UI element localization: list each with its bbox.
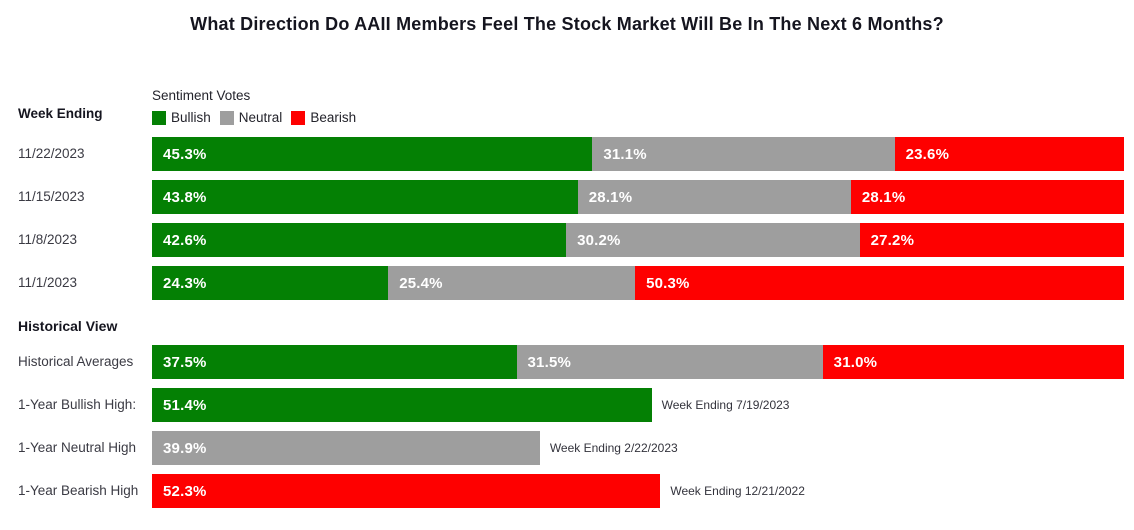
segment-value: 42.6% xyxy=(163,231,207,249)
segment-value: 37.5% xyxy=(163,353,207,371)
bullish-high-bar: 51.4% xyxy=(152,388,652,422)
week-ending-date: 11/8/2023 xyxy=(18,232,78,247)
bearish-high-row: 1-Year Bearish High 52.3% Week Ending 12… xyxy=(0,474,1134,508)
segment-value: 43.8% xyxy=(163,188,207,206)
legend-label-bullish: Bullish xyxy=(171,110,211,125)
segment-value: 30.2% xyxy=(577,231,621,249)
bearish-bar-segment: 28.1% xyxy=(850,180,1124,214)
historical-view-header: Historical View xyxy=(18,318,118,334)
bearish-bar-segment: 31.0% xyxy=(822,345,1124,379)
sentiment-row: 11/8/2023 42.6% 30.2% 27.2% xyxy=(0,223,1134,257)
bearish-high-label: 1-Year Bearish High xyxy=(18,483,139,498)
legend-label-neutral: Neutral xyxy=(238,110,283,125)
sentiment-row: 11/22/2023 45.3% 31.1% 23.6% xyxy=(0,137,1134,171)
bearish-high-bar: 52.3% xyxy=(152,474,661,508)
historical-averages-row: Historical Averages 37.5% 31.5% 31.0% xyxy=(0,345,1134,379)
week-ending-annotation: Week Ending 12/21/2022 xyxy=(670,484,805,498)
week-ending-annotation: Week Ending 2/22/2023 xyxy=(549,441,678,455)
week-ending-date: 11/22/2023 xyxy=(18,146,85,161)
bullish-high-row: 1-Year Bullish High: 51.4% Week Ending 7… xyxy=(0,388,1134,422)
neutral-bar-segment: 25.4% xyxy=(388,266,636,300)
neutral-bar-segment: 28.1% xyxy=(577,180,851,214)
bullish-bar-segment: 43.8% xyxy=(152,180,578,214)
neutral-swatch-icon xyxy=(219,111,234,125)
week-ending-date: 11/1/2023 xyxy=(18,275,78,290)
neutral-high-row: 1-Year Neutral High 39.9% Week Ending 2/… xyxy=(0,431,1134,465)
segment-value: 24.3% xyxy=(163,274,207,292)
neutral-bar-segment: 31.5% xyxy=(516,345,823,379)
segment-value: 39.9% xyxy=(163,439,207,457)
bearish-bar-segment: 50.3% xyxy=(635,266,1124,300)
bullish-bar-segment: 42.6% xyxy=(152,223,567,257)
bearish-bar-segment: 23.6% xyxy=(894,137,1124,171)
segment-value: 31.1% xyxy=(603,145,647,163)
bearish-bar-segment: 27.2% xyxy=(859,223,1124,257)
legend: Bullish Neutral Bearish xyxy=(152,110,1124,126)
bullish-swatch-icon xyxy=(152,111,166,125)
sentiment-row: 11/15/2023 43.8% 28.1% 28.1% xyxy=(0,180,1134,214)
legend-label-bearish: Bearish xyxy=(310,110,357,125)
chart-header-row: Week Ending Sentiment Votes Bullish Neut… xyxy=(0,88,1134,126)
week-ending-column-header: Week Ending xyxy=(18,106,103,121)
segment-value: 28.1% xyxy=(588,188,633,206)
week-ending-date: 11/15/2023 xyxy=(18,189,85,204)
bullish-high-label: 1-Year Bullish High: xyxy=(18,397,137,412)
segment-value: 45.3% xyxy=(163,145,207,163)
segment-value: 27.2% xyxy=(870,231,915,249)
neutral-bar-segment: 30.2% xyxy=(566,223,860,257)
legend-title: Sentiment Votes xyxy=(152,88,251,103)
segment-value: 28.1% xyxy=(861,188,906,206)
sentiment-row: 11/1/2023 24.3% 25.4% 50.3% xyxy=(0,266,1134,300)
bullish-bar-segment: 45.3% xyxy=(152,137,593,171)
chart-title: What Direction Do AAII Members Feel The … xyxy=(190,14,944,34)
neutral-bar-segment: 31.1% xyxy=(592,137,895,171)
bearish-swatch-icon xyxy=(291,111,306,125)
neutral-high-bar: 39.9% xyxy=(152,431,540,465)
segment-value: 23.6% xyxy=(905,145,950,163)
bullish-bar-segment: 24.3% xyxy=(152,266,389,300)
neutral-high-label: 1-Year Neutral High xyxy=(18,440,137,455)
aaii-sentiment-chart: What Direction Do AAII Members Feel The … xyxy=(0,14,1134,530)
segment-value: 52.3% xyxy=(163,482,207,500)
bullish-bar-segment: 37.5% xyxy=(152,345,517,379)
segment-value: 31.0% xyxy=(833,353,878,371)
week-ending-annotation: Week Ending 7/19/2023 xyxy=(661,398,790,412)
segment-value: 31.5% xyxy=(527,353,572,371)
segment-value: 25.4% xyxy=(399,274,443,292)
segment-value: 50.3% xyxy=(646,274,690,292)
segment-value: 51.4% xyxy=(163,396,207,414)
historical-averages-label: Historical Averages xyxy=(18,354,134,369)
